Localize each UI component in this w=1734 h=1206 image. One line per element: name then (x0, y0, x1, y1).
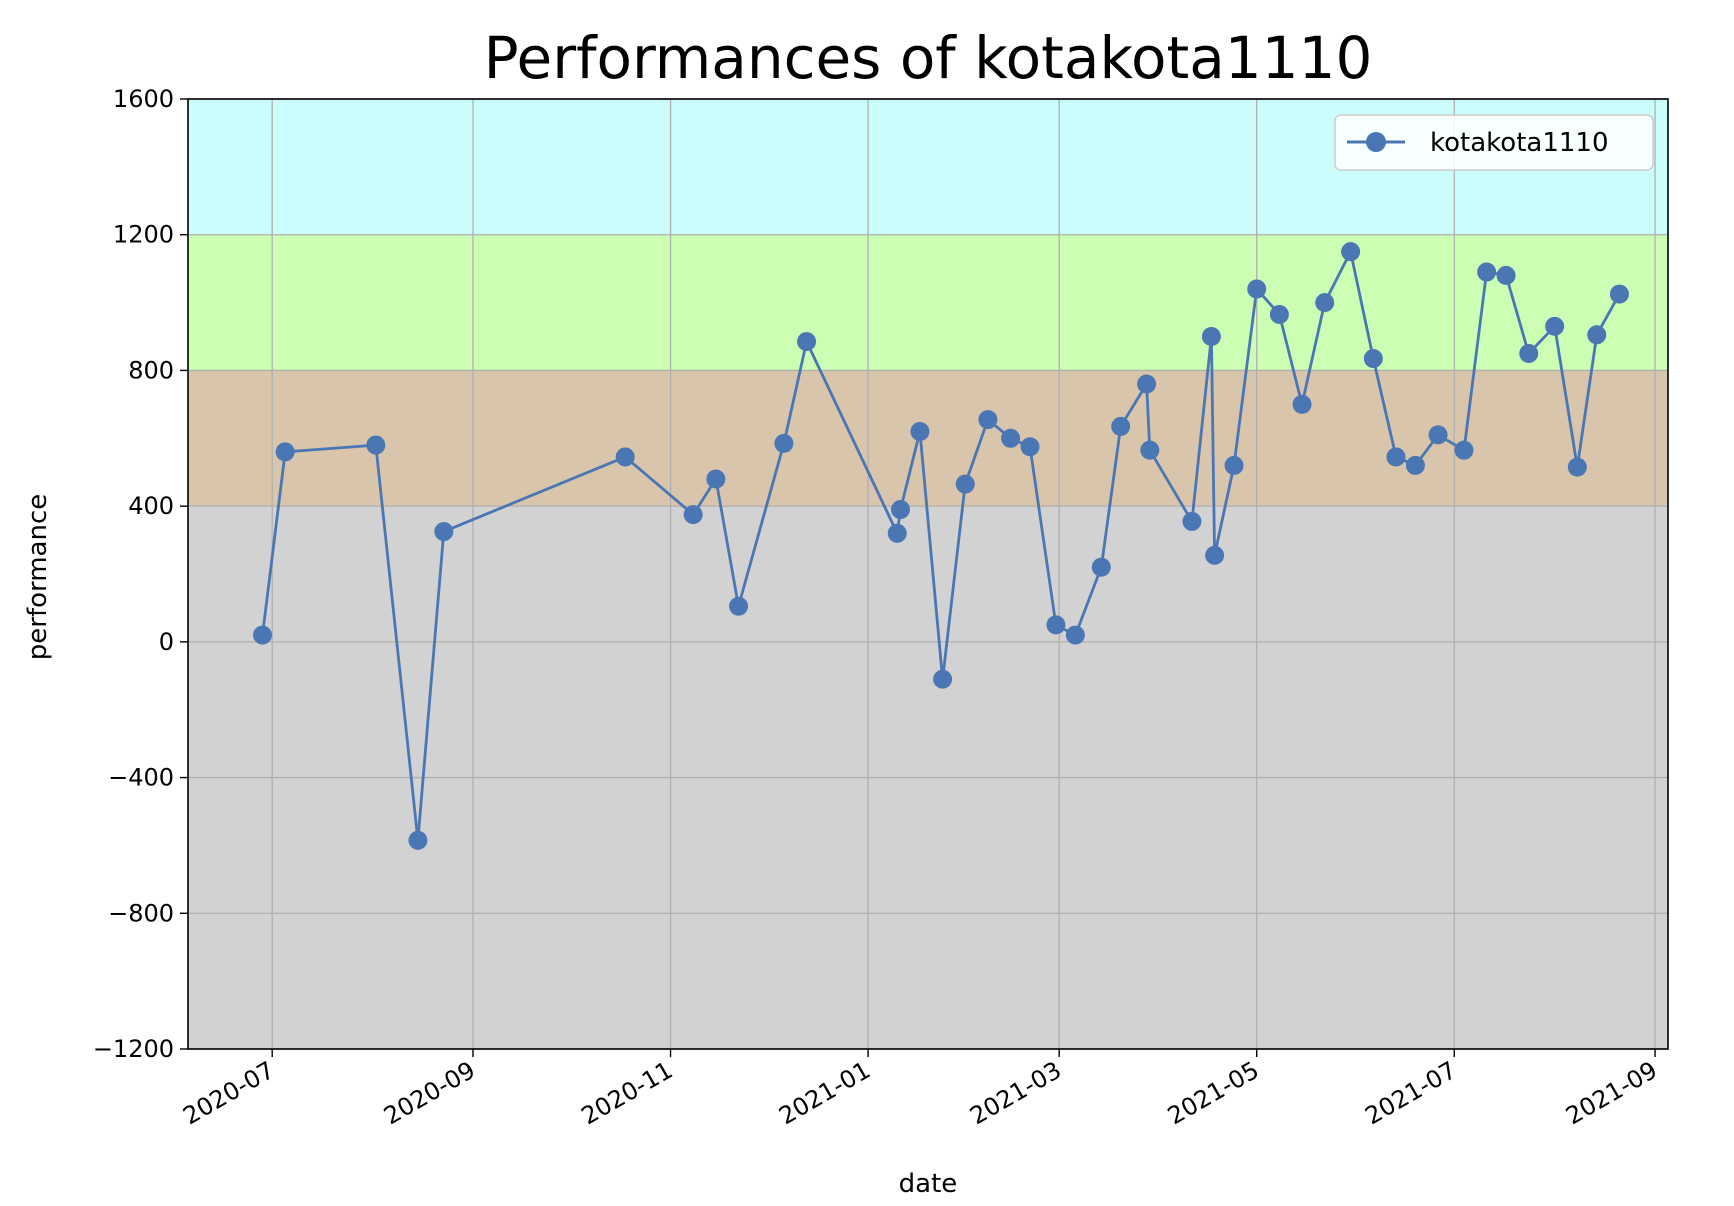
legend: kotakota1110 (1334, 114, 1654, 171)
x-tick-label: 2021-05 (1163, 1056, 1264, 1130)
data-point (1519, 343, 1539, 363)
chart-title: Performances of kotakota1110 (484, 24, 1373, 92)
y-tick-label: 1200 (113, 221, 174, 249)
data-point (1477, 262, 1497, 282)
data-point (1020, 437, 1040, 457)
data-point (1341, 242, 1361, 262)
data-point (366, 435, 386, 455)
legend-label: kotakota1110 (1430, 128, 1609, 158)
data-point (275, 442, 295, 462)
plot-frame (187, 98, 1669, 1050)
data-point (1111, 416, 1131, 436)
data-point (1065, 625, 1085, 645)
data-point (1567, 457, 1587, 477)
data-point (1315, 293, 1335, 313)
data-point (434, 522, 454, 542)
legend-box (1334, 114, 1654, 171)
data-point (1269, 304, 1289, 324)
data-point (797, 332, 817, 352)
data-point (1386, 447, 1406, 467)
data-point (1545, 316, 1565, 336)
data-point (1496, 265, 1516, 285)
data-point (683, 505, 703, 525)
series-line (261, 250, 1621, 842)
data-point (955, 474, 975, 494)
data-point (1001, 428, 1021, 448)
data-point (1201, 327, 1221, 346)
y-tick-label: 400 (128, 492, 174, 520)
data-point (1205, 545, 1225, 565)
data-point (706, 469, 726, 489)
data-point (1224, 455, 1244, 475)
y-tick-label: 0 (159, 628, 174, 656)
y-tick-label: 1600 (113, 85, 174, 113)
x-tick-label: 2021-03 (965, 1056, 1066, 1130)
data-point (978, 410, 998, 430)
data-point (774, 433, 794, 453)
rating-band (188, 234, 1668, 371)
data-point (1454, 440, 1474, 460)
x-tick-label: 2020-09 (379, 1056, 480, 1130)
x-tick-label: 2020-11 (577, 1056, 678, 1130)
y-tick-label: −400 (108, 764, 174, 792)
x-tick-label: 2020-07 (178, 1056, 279, 1130)
data-point (1137, 374, 1157, 394)
y-axis-label: performance (23, 494, 53, 661)
data-point (1587, 325, 1607, 345)
data-point (1182, 511, 1202, 531)
y-axis-ticks: −1200 −800 −400 0 400 800 1200 1600 (93, 85, 188, 1063)
data-point (910, 422, 930, 441)
x-tick-label: 2021-07 (1360, 1056, 1461, 1130)
y-tick-label: −1200 (93, 1035, 174, 1063)
x-tick-label: 2021-01 (774, 1056, 875, 1130)
y-tick-label: −800 (108, 899, 174, 927)
data-point (1046, 615, 1066, 635)
data-point (1247, 279, 1267, 299)
data-point (887, 523, 907, 543)
rating-band (188, 370, 1668, 507)
data-point (1428, 425, 1448, 445)
series-layer (252, 242, 1629, 850)
x-axis-ticks: 2020-07 2020-09 2020-11 2021-01 2021-03 2021-… (178, 1049, 1662, 1130)
rating-bands (188, 99, 1668, 1050)
x-axis-label: date (899, 1169, 958, 1199)
data-point (890, 500, 910, 520)
x-tick-label: 2021-09 (1561, 1056, 1662, 1130)
data-point (408, 830, 428, 850)
data-point (1609, 284, 1629, 304)
data-point (1405, 455, 1425, 475)
data-point (615, 447, 635, 467)
data-point (933, 669, 953, 689)
data-point (729, 596, 749, 616)
legend-marker-swatch (1366, 132, 1386, 152)
data-point (1140, 440, 1160, 460)
data-point (1091, 557, 1111, 577)
data-point (252, 625, 272, 645)
y-tick-label: 800 (128, 356, 174, 384)
data-point (1363, 349, 1383, 369)
data-point (1292, 394, 1312, 414)
